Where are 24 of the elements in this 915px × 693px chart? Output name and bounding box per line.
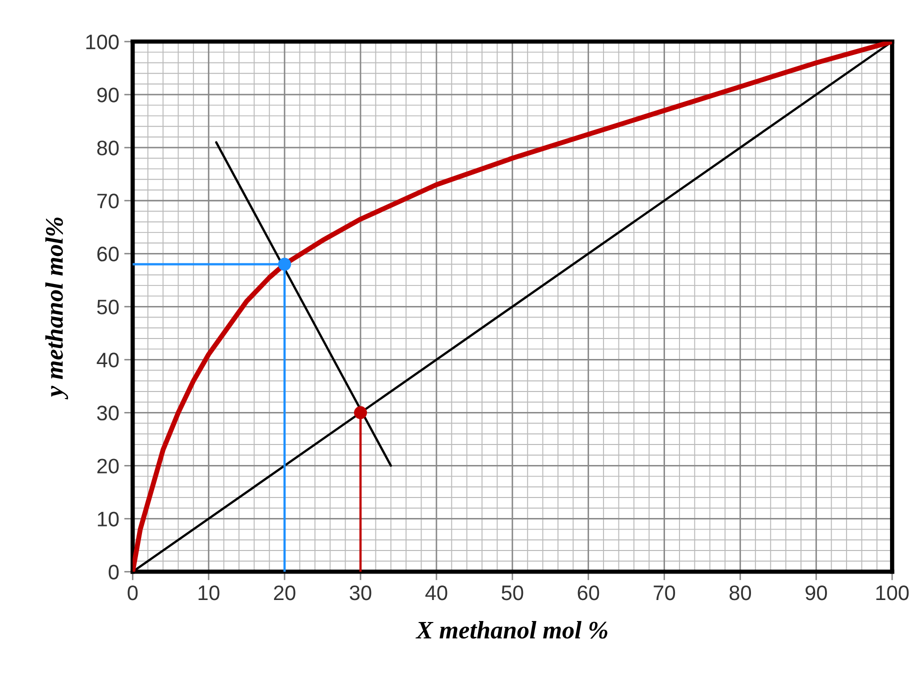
x-axis-title: X methanol mol %: [416, 621, 608, 639]
x-tick-label: 80: [730, 585, 752, 600]
x-tick-label: 60: [578, 585, 600, 600]
y-tick-label: 20: [97, 458, 119, 474]
y-tick-label: 80: [97, 140, 119, 156]
y-tick-label: 10: [98, 512, 119, 526]
y-tick-label: 50: [97, 300, 119, 314]
y-tick-label: 70: [97, 194, 119, 208]
y-tick-label: 100: [86, 34, 119, 50]
x-tick-label: 0: [128, 585, 138, 600]
y-tick-label: 30: [97, 406, 119, 420]
x-tick-label: 30: [350, 585, 372, 600]
x-tick-label: 90: [806, 585, 827, 600]
x-tick-label: 40: [425, 585, 448, 600]
y-tick-label: 90: [97, 88, 119, 102]
y-tick-label: 40: [96, 352, 119, 368]
y-tick-label: 60: [97, 246, 119, 262]
x-tick-label: 20: [274, 585, 296, 600]
x-tick-label: 100: [876, 585, 909, 600]
x-tick-label: 10: [198, 585, 220, 600]
y-axis-title: y methanol mol%: [45, 218, 68, 400]
y-tick-label: 0: [108, 564, 119, 580]
x-tick-label: 70: [654, 585, 676, 600]
x-tick-label: 50: [502, 585, 524, 600]
